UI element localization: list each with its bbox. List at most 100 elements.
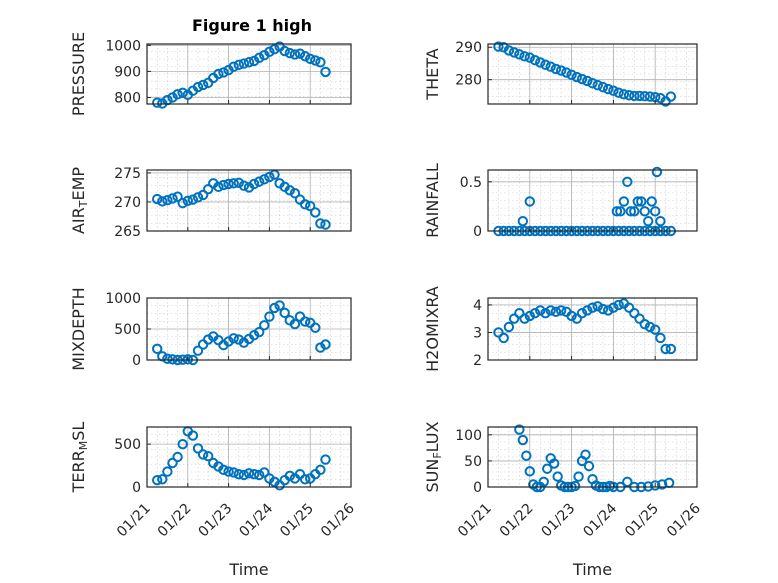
y-axis-label: MIXDEPTH bbox=[69, 287, 88, 370]
data-point bbox=[576, 307, 588, 319]
data-markers bbox=[152, 300, 331, 366]
data-markers bbox=[152, 426, 331, 491]
data-point bbox=[315, 464, 326, 476]
data-point bbox=[182, 195, 194, 206]
subplot-pressure: 800 900 1000 PRESSURE bbox=[69, 32, 352, 116]
data-point bbox=[650, 206, 661, 217]
data-point bbox=[248, 178, 260, 190]
data-point bbox=[538, 476, 549, 487]
y-tick-label: 0 bbox=[132, 480, 141, 496]
data-point bbox=[529, 307, 541, 319]
data-point bbox=[223, 178, 234, 190]
data-markers bbox=[493, 298, 677, 355]
data-point bbox=[203, 450, 214, 462]
data-point bbox=[197, 79, 209, 91]
data-point bbox=[517, 215, 529, 227]
subplot-rainfall: 0 0.5 RAINFALL bbox=[423, 163, 698, 240]
data-point bbox=[279, 307, 290, 319]
data-point bbox=[566, 69, 577, 81]
data-point bbox=[310, 322, 321, 333]
data-point bbox=[542, 463, 553, 474]
subplot-theta: 280 290 THETA bbox=[423, 40, 698, 107]
y-tick-label: 0.5 bbox=[460, 175, 482, 191]
data-point bbox=[162, 466, 173, 477]
data-point bbox=[197, 449, 209, 460]
data-point bbox=[571, 313, 583, 324]
y-axis-label: THETA bbox=[423, 48, 442, 100]
data-point bbox=[187, 430, 199, 441]
data-point bbox=[639, 206, 650, 217]
data-point bbox=[545, 61, 556, 72]
data-point bbox=[650, 324, 661, 335]
data-point bbox=[233, 177, 245, 188]
data-point bbox=[587, 78, 598, 89]
data-point bbox=[650, 480, 661, 491]
y-axis-label: SUNFLUX bbox=[423, 421, 444, 492]
data-point bbox=[238, 180, 250, 191]
data-point bbox=[655, 215, 666, 227]
data-point bbox=[608, 85, 619, 96]
data-point bbox=[634, 313, 645, 324]
data-point bbox=[503, 321, 515, 333]
axes-frame bbox=[487, 426, 698, 488]
data-point bbox=[177, 197, 188, 209]
data-point bbox=[608, 302, 619, 313]
data-point bbox=[152, 193, 163, 205]
y-axis-label: RAINFALL bbox=[423, 163, 442, 238]
data-point bbox=[552, 471, 563, 482]
data-point bbox=[320, 219, 331, 230]
data-point bbox=[514, 49, 525, 60]
data-point bbox=[634, 90, 645, 102]
x-axis-label: Time bbox=[228, 560, 268, 579]
data-point bbox=[192, 81, 204, 93]
data-point bbox=[597, 81, 609, 93]
data-point bbox=[629, 206, 640, 217]
data-point bbox=[238, 469, 250, 481]
data-point bbox=[289, 49, 301, 60]
data-point bbox=[597, 303, 609, 315]
data-point bbox=[305, 53, 316, 65]
data-point bbox=[152, 343, 163, 355]
data-point bbox=[636, 196, 647, 207]
data-point bbox=[643, 215, 654, 227]
data-point bbox=[315, 218, 326, 229]
data-point bbox=[622, 476, 633, 487]
y-tick-label: 3 bbox=[473, 325, 482, 341]
data-point bbox=[555, 65, 567, 76]
data-point bbox=[177, 438, 188, 450]
data-point bbox=[535, 57, 546, 68]
data-point bbox=[264, 171, 275, 183]
data-point bbox=[651, 166, 663, 178]
y-axis-label-part: F bbox=[431, 452, 444, 458]
data-point bbox=[632, 196, 643, 207]
data-point bbox=[519, 313, 530, 324]
data-point bbox=[213, 181, 224, 193]
data-point bbox=[320, 339, 331, 350]
data-point bbox=[218, 179, 229, 191]
data-point bbox=[259, 320, 270, 331]
data-point bbox=[623, 90, 635, 101]
data-point bbox=[299, 199, 311, 210]
data-point bbox=[561, 67, 572, 78]
data-point bbox=[279, 45, 290, 57]
y-tick-label: 500 bbox=[114, 437, 141, 453]
data-point bbox=[310, 55, 321, 66]
y-tick-label: 2 bbox=[473, 353, 482, 369]
data-point bbox=[618, 89, 630, 100]
y-axis-label-part: LUX bbox=[423, 421, 442, 452]
data-point bbox=[555, 305, 567, 316]
data-point bbox=[622, 176, 633, 188]
y-tick-label: 1000 bbox=[105, 38, 141, 54]
data-point bbox=[264, 46, 275, 58]
data-point bbox=[644, 91, 656, 102]
y-axis-label-part: SUN bbox=[423, 459, 442, 493]
y-axis-label-part: SL bbox=[69, 422, 88, 441]
data-point bbox=[315, 342, 326, 353]
data-point bbox=[254, 52, 265, 64]
data-point bbox=[656, 479, 668, 490]
data-point bbox=[503, 45, 515, 56]
data-point bbox=[289, 318, 301, 330]
data-point bbox=[259, 174, 270, 185]
data-point bbox=[545, 305, 556, 316]
data-point bbox=[592, 301, 603, 312]
